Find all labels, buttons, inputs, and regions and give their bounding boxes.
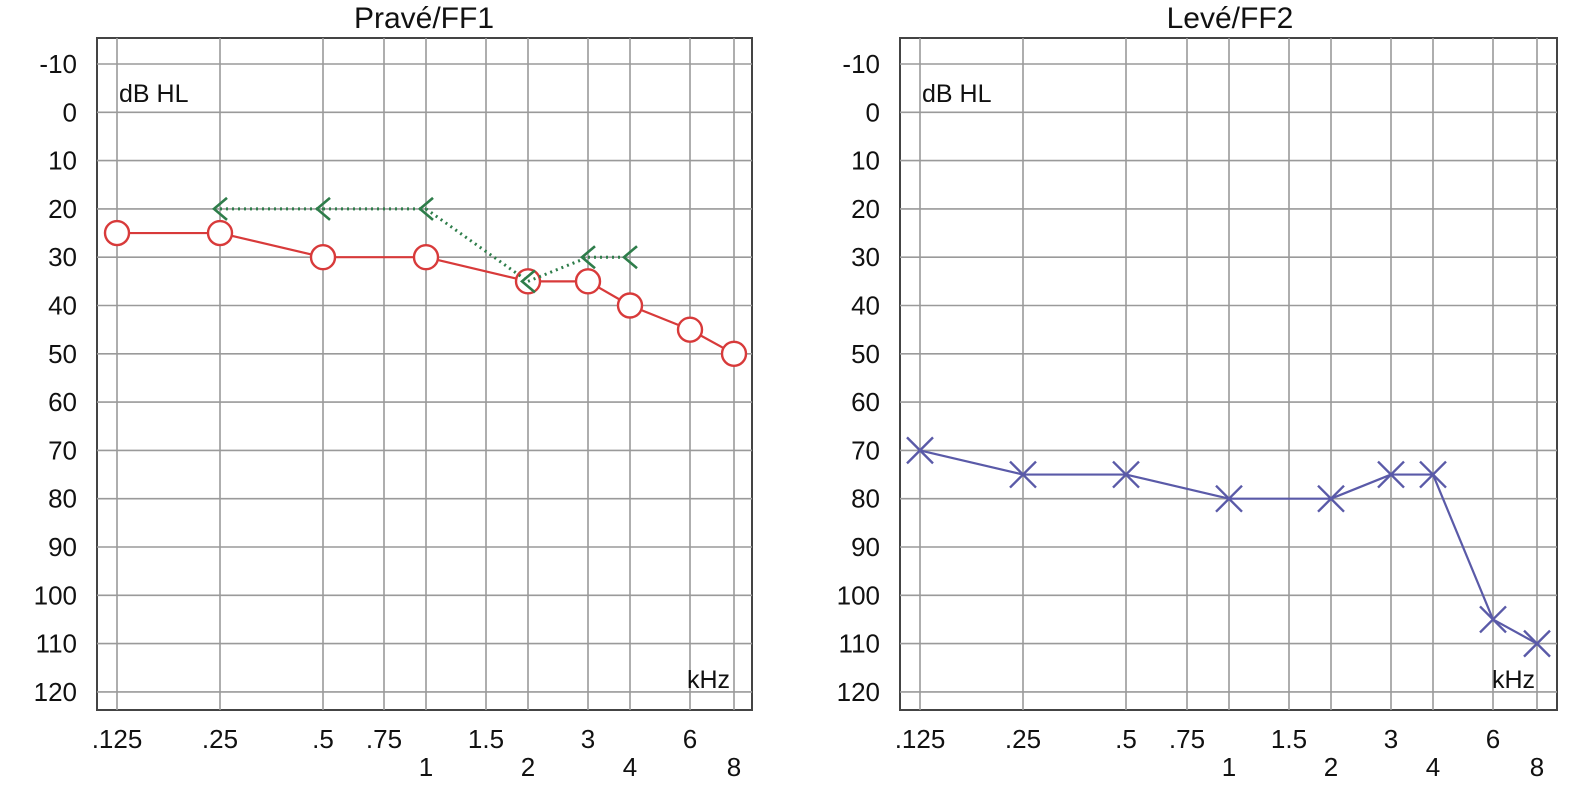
y-tick-label: 110 [839,629,880,659]
x-tick-label: .75 [366,724,402,754]
data-point-circle [309,244,337,271]
y-tick-label: 110 [36,629,77,659]
y-tick-label: 100 [837,580,880,610]
series-line-segment [1330,473,1392,500]
x-tick-label: 8 [727,752,741,782]
y-tick-label: 120 [34,677,77,707]
x-tick-label: 2 [521,752,535,782]
data-point-bracket [314,196,331,221]
data-point-circle [412,244,440,271]
y-tick-label: -10 [39,49,77,79]
data-point-cross [1215,484,1243,513]
data-point-cross [1479,605,1507,634]
audiogram-panel-2: Levé/FF2 -10 0 10 20 30 40 50 60 70 80 90 100 110 120.… [837,2,1558,782]
series-line-segment [919,449,1024,476]
y-tick-label: 30 [851,242,880,272]
x-tick-label: 1 [1222,752,1236,782]
y-tick-label: 10 [851,146,880,176]
data-point-circle [103,219,131,247]
series-line-segment [1492,618,1538,645]
y-tick-label: 80 [851,484,880,514]
y-tick-label: 70 [851,435,880,465]
x-tick-label: .125 [895,724,946,754]
data-point-cross [1377,460,1405,489]
x-tick-label: 8 [1530,752,1544,782]
data-point-cross [906,436,934,465]
y-tick-label: 40 [48,291,77,321]
data-point-circle [616,292,644,319]
x-tick-label: .125 [92,724,143,754]
data-point-circle [676,316,704,343]
y-tick-label: 40 [851,291,880,321]
x-tick-label: .5 [312,724,334,754]
data-point-cross [1009,460,1037,489]
y-tick-label: 90 [851,532,880,562]
data-point-bracket [211,196,228,221]
x-tick-label: 6 [683,724,697,754]
data-point-circle [206,219,234,247]
y-tick-label: 30 [48,242,77,272]
plot-frame [96,37,753,711]
y-tick-label: 70 [48,435,77,465]
x-tick-label: 1.5 [1271,724,1307,754]
y-tick-label: 50 [851,339,880,369]
y-tick-label: 0 [866,97,880,127]
x-tick-label: 6 [1486,724,1500,754]
x-tick-label: .75 [1169,724,1205,754]
x-tick-label: .25 [1005,724,1041,754]
x-tick-label: .5 [1115,724,1137,754]
data-point-circle [720,340,748,367]
series-line-segment [1125,473,1230,500]
x-tick-label: 4 [623,752,637,782]
x-tick-label: 2 [1324,752,1338,782]
series-line-segment [1431,474,1495,620]
x-tick-label: 1.5 [468,724,504,754]
y-tick-label: 90 [48,532,77,562]
chart-title: Levé/FF2 [1167,2,1294,35]
y-tick-label: 10 [48,146,77,176]
data-point-bracket [579,245,596,270]
chart-title: Pravé/FF1 [354,2,494,35]
y-tick-label: 0 [63,97,77,127]
y-tick-label: 100 [34,580,77,610]
x-axis-label: kHz [1492,666,1535,694]
data-point-bracket [417,196,434,221]
y-axis-label: dB HL [119,80,189,108]
y-tick-label: 80 [48,484,77,514]
x-tick-label: .25 [202,724,238,754]
series-line-segment [219,231,324,259]
data-point-cross [1317,484,1345,513]
y-tick-label: 20 [851,194,880,224]
data-point-cross [1523,629,1551,658]
y-tick-label: 50 [48,339,77,369]
x-tick-label: 3 [581,724,595,754]
y-tick-label: 120 [837,677,880,707]
x-tick-label: 1 [419,752,433,782]
audiogram-panel-1: Pravé/FF1 -10 0 10 20 30 40 50 60 70 80 90 100 110 120… [34,2,753,782]
data-point-cross [1419,460,1447,489]
series-line-segment [425,256,529,283]
x-tick-label: 4 [1426,752,1440,782]
x-tick-label: 3 [1384,724,1398,754]
data-point-cross [1112,460,1140,489]
data-point-bracket [519,269,536,294]
y-tick-label: 60 [851,387,880,417]
x-axis-label: kHz [687,666,730,694]
y-tick-label: 20 [48,194,77,224]
y-tick-label: 60 [48,387,77,417]
data-point-bracket [621,245,638,270]
y-tick-label: -10 [842,49,880,79]
data-point-circle [574,268,602,295]
y-axis-label: dB HL [922,80,992,108]
